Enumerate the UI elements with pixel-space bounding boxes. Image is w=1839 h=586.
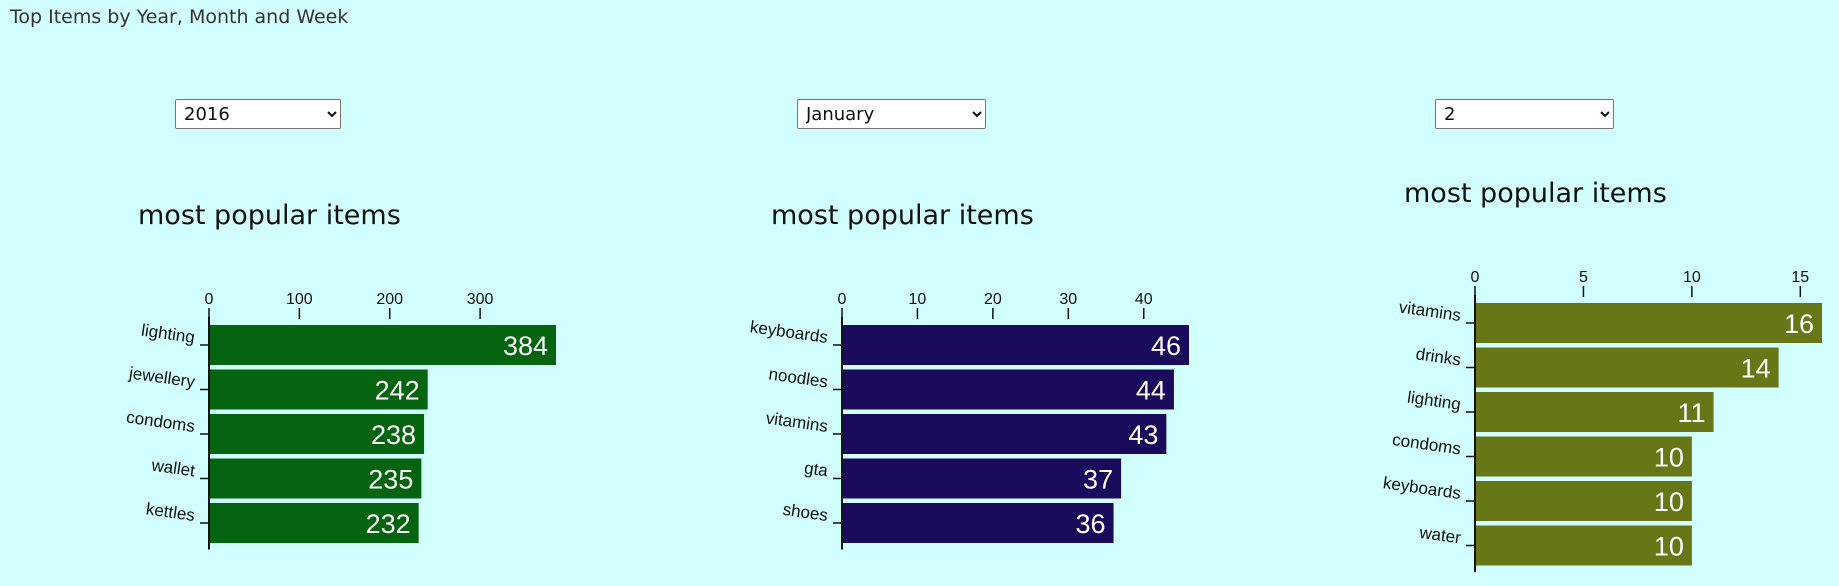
chart-title-month: most popular items [771, 200, 1034, 231]
bar-value-label: 235 [368, 465, 413, 495]
bar-chart-week: 0 5 10 15 16 vitamins 14 drinks 11 lighting 10 cond… [1382, 269, 1822, 572]
category-label: gta [803, 458, 830, 480]
bar [209, 458, 422, 499]
x-tick-label: 30 [1059, 291, 1077, 308]
bar-value-label: 43 [1128, 420, 1158, 450]
chart-title-week: most popular items [1404, 178, 1667, 209]
bar-chart-year: 0 100 200 300 384 lighting 242 jewellery 238 cond… [125, 291, 556, 550]
x-tick-label: 5 [1579, 269, 1588, 286]
category-label: shoes [782, 500, 830, 525]
bar [1475, 525, 1692, 566]
bar-value-label: 232 [366, 509, 411, 539]
bar [209, 414, 425, 454]
bar-value-label: 14 [1741, 354, 1771, 384]
bar [1475, 347, 1779, 388]
category-label: vitamins [1398, 297, 1462, 324]
bar-value-label: 16 [1784, 309, 1814, 339]
bar-value-label: 44 [1136, 376, 1166, 406]
bar [209, 503, 419, 543]
category-label: jewellery [127, 363, 197, 391]
x-tick-label: 40 [1135, 291, 1153, 308]
category-label: condoms [125, 408, 196, 436]
category-label: noodles [767, 364, 829, 391]
category-label: condoms [1391, 430, 1462, 458]
category-label: vitamins [765, 408, 829, 435]
page-title: Top Items by Year, Month and Week [10, 6, 349, 28]
x-tick-label: 100 [286, 291, 313, 308]
category-label: keyboards [749, 317, 829, 347]
month-select[interactable]: January [797, 99, 986, 129]
bar-value-label: 11 [1678, 398, 1706, 428]
bar-value-label: 384 [503, 331, 548, 361]
bar-value-label: 10 [1654, 443, 1684, 473]
bar-value-label: 242 [375, 376, 420, 406]
category-label: drinks [1415, 344, 1463, 369]
bar-value-label: 10 [1654, 532, 1684, 562]
x-tick-label: 15 [1791, 269, 1809, 286]
year-select[interactable]: 2016 [175, 99, 341, 129]
x-tick-label: 0 [838, 291, 847, 308]
category-label: lighting [140, 321, 196, 347]
bar [1475, 303, 1822, 343]
x-tick-label: 0 [205, 291, 214, 308]
bar-value-label: 46 [1151, 331, 1181, 361]
category-label: wallet [149, 455, 196, 480]
x-tick-label: 300 [467, 291, 494, 308]
bar [209, 325, 556, 365]
bar-chart-month: 0 10 20 30 40 46 keyboards 44 noodles 43 vitamins 3… [749, 291, 1189, 550]
x-tick-label: 200 [376, 291, 403, 308]
bar [842, 325, 1189, 365]
x-tick-label: 0 [1471, 269, 1480, 286]
bar [842, 458, 1122, 499]
category-label: water [1417, 523, 1462, 548]
bar [842, 503, 1114, 543]
bar [1475, 481, 1692, 521]
bar [209, 369, 428, 410]
bar [1475, 392, 1714, 432]
bar-value-label: 238 [371, 420, 416, 450]
bar [842, 414, 1167, 454]
bar [842, 369, 1174, 410]
x-tick-label: 10 [909, 291, 927, 308]
chart-title-year: most popular items [138, 200, 401, 231]
bar [1475, 436, 1692, 477]
category-label: lighting [1406, 388, 1462, 414]
bar-value-label: 37 [1083, 465, 1113, 495]
category-label: keyboards [1382, 473, 1462, 503]
bar-value-label: 10 [1654, 487, 1684, 517]
category-label: kettles [145, 499, 196, 525]
week-select[interactable]: 2 [1435, 99, 1614, 129]
x-tick-label: 20 [984, 291, 1002, 308]
bar-value-label: 36 [1076, 509, 1106, 539]
x-tick-label: 10 [1683, 269, 1701, 286]
